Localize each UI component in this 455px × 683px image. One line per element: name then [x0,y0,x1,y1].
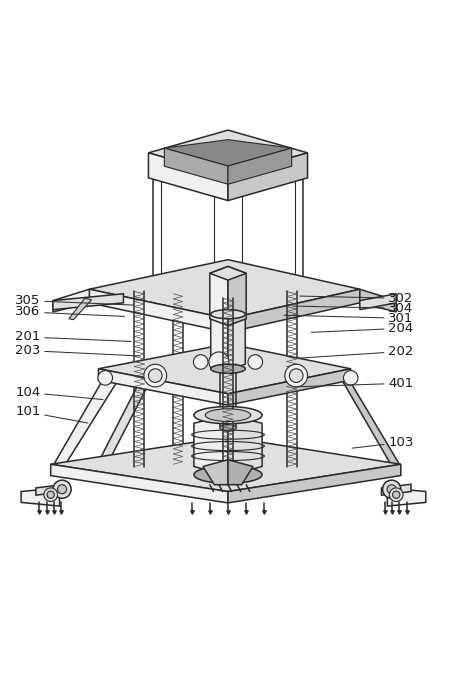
Polygon shape [148,130,307,176]
Ellipse shape [205,409,250,421]
Polygon shape [51,437,400,492]
Text: 401: 401 [293,377,413,390]
Polygon shape [228,289,359,333]
Circle shape [389,488,402,501]
Polygon shape [209,266,246,280]
Ellipse shape [193,466,262,484]
Polygon shape [228,464,400,503]
Polygon shape [228,153,307,201]
Polygon shape [209,266,228,326]
Polygon shape [210,313,228,370]
Polygon shape [228,313,245,370]
Text: 305: 305 [15,294,133,307]
Text: 101: 101 [15,406,88,423]
Circle shape [382,480,400,499]
Polygon shape [69,298,91,320]
Text: 302: 302 [299,292,413,305]
Polygon shape [339,371,400,470]
Polygon shape [228,460,253,485]
Circle shape [193,354,207,370]
Polygon shape [21,488,60,506]
Polygon shape [96,369,153,473]
Polygon shape [89,289,228,333]
Polygon shape [53,294,123,309]
Text: 304: 304 [293,302,413,315]
Circle shape [208,352,228,372]
Text: 306: 306 [15,305,124,318]
Circle shape [148,369,162,382]
Text: 202: 202 [297,345,413,358]
Text: 201: 201 [15,331,131,344]
Polygon shape [228,369,350,405]
Ellipse shape [210,309,245,319]
Circle shape [392,491,399,499]
Polygon shape [380,484,410,495]
Ellipse shape [193,406,262,423]
Polygon shape [89,260,359,319]
Polygon shape [53,289,89,312]
Circle shape [284,364,307,387]
Polygon shape [51,464,228,503]
Circle shape [386,485,395,494]
Ellipse shape [219,424,236,431]
Polygon shape [51,376,116,473]
Polygon shape [228,148,291,184]
Circle shape [289,369,302,382]
Circle shape [44,488,57,501]
Polygon shape [98,369,228,405]
Polygon shape [193,414,228,475]
Polygon shape [386,488,425,506]
Text: 103: 103 [351,436,413,449]
Polygon shape [36,484,66,495]
Circle shape [144,364,166,387]
Ellipse shape [210,364,245,374]
Circle shape [343,371,357,385]
Text: 203: 203 [15,344,140,357]
Text: 204: 204 [310,322,413,335]
Polygon shape [359,294,395,309]
Polygon shape [228,266,246,326]
Polygon shape [164,148,228,184]
Text: 104: 104 [15,386,103,400]
Polygon shape [148,153,228,201]
Circle shape [47,491,54,499]
Circle shape [53,480,71,499]
Polygon shape [164,139,291,166]
Polygon shape [202,460,228,485]
Circle shape [98,371,112,385]
Circle shape [57,485,66,494]
Polygon shape [98,344,350,394]
Polygon shape [359,289,395,312]
Circle shape [248,354,262,370]
Text: 301: 301 [283,312,413,325]
Polygon shape [228,414,262,475]
